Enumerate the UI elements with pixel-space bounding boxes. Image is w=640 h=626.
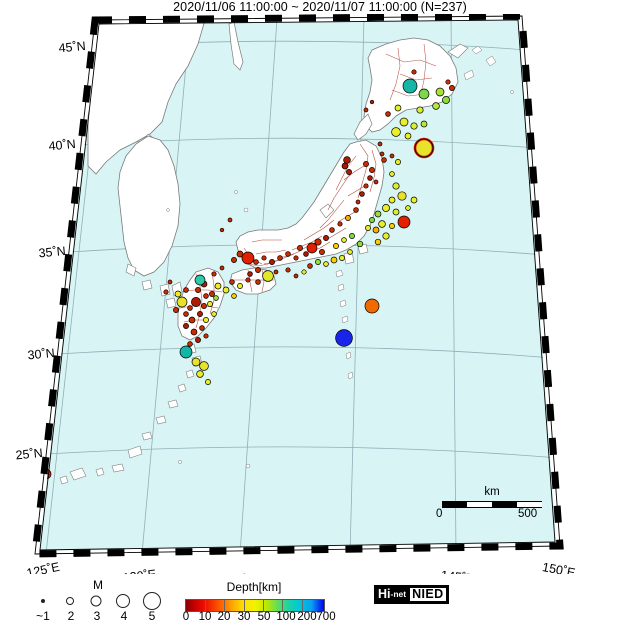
depth-label-20: 20 (217, 611, 231, 623)
depth-legend-title: Depth[km] (226, 580, 282, 594)
hinet-nied-logo: Hi -net NIED (374, 585, 449, 604)
hinet-main-text: Hi (378, 587, 391, 602)
magnitude-legend: M ~1 2 3 4 5 (18, 578, 178, 624)
magnitude-label-1: ~1 (36, 609, 50, 623)
magnitude-label-2: 2 (67, 609, 75, 623)
depth-label-50: 50 (257, 611, 271, 623)
seismicity-map[interactable]: 45˚N 40˚N 35˚N 30˚N 25˚N 125˚E 130˚E 135… (0, 14, 640, 574)
depth-label-200: 200 (297, 611, 317, 623)
epicenter-markers[interactable] (40, 69, 455, 480)
magnitude-symbol-1 (41, 599, 45, 603)
latitude-labels: 45˚N 40˚N 35˚N 30˚N 25˚N (15, 39, 86, 462)
page-title: 2020/11/06 11:00:00 ~ 2020/11/07 11:00:0… (173, 0, 467, 14)
depth-label-0: 0 (182, 611, 190, 623)
depth-label-700: 700 (316, 611, 336, 623)
depth-label-10: 10 (198, 611, 212, 623)
magnitude-legend-title: M (93, 578, 103, 592)
svg-text:140˚E: 140˚E (333, 573, 367, 574)
land-ryukyu-islands (59, 369, 195, 485)
magnitude-symbol-5 (143, 592, 161, 610)
magnitude-symbol-2 (66, 597, 74, 605)
svg-text:30˚N: 30˚N (27, 346, 55, 362)
magnitude-symbol-4 (116, 594, 130, 608)
magnitude-symbol-3 (90, 595, 102, 607)
depth-label-30: 30 (237, 611, 251, 623)
magnitude-label-4: 4 (120, 609, 128, 623)
svg-text:45˚N: 45˚N (58, 39, 86, 55)
nied-wordmark: NIED (409, 587, 447, 602)
svg-text:150˚E: 150˚E (541, 560, 576, 574)
magnitude-legend-symbols (18, 592, 178, 610)
scale-bar: km 0 500 (436, 486, 548, 520)
depth-label-100: 100 (276, 611, 296, 623)
depth-colorbar (185, 599, 325, 612)
scale-bar-unit: km (484, 486, 500, 498)
svg-text:40˚N: 40˚N (48, 137, 76, 153)
svg-text:145˚E: 145˚E (440, 568, 475, 574)
scale-bar-end: 500 (518, 508, 538, 520)
svg-text:135˚E: 135˚E (222, 572, 256, 574)
hinet-wordmark: Hi -net (375, 586, 409, 603)
svg-text:130˚E: 130˚E (122, 567, 157, 574)
land-sakhalin (228, 21, 244, 71)
map-frame (31, 14, 564, 558)
hinet-sub-text: -net (390, 589, 407, 600)
magnitude-label-5: 5 (148, 609, 156, 623)
depth-legend: Depth[km] 0 10 20 30 50 100 200 700 (178, 580, 336, 626)
magnitude-label-3: 3 (93, 609, 101, 623)
svg-text:25˚N: 25˚N (15, 446, 43, 462)
scale-bar-graphic (442, 501, 542, 508)
svg-text:125˚E: 125˚E (25, 560, 61, 574)
land-minor-islets (166, 90, 514, 469)
magnitude-legend-labels: ~1 2 3 4 5 (18, 609, 178, 624)
scale-bar-start: 0 (436, 508, 443, 520)
svg-text:35˚N: 35˚N (38, 244, 66, 260)
longitude-labels: 125˚E 130˚E 135˚E 140˚E 145˚E 150˚E (25, 560, 576, 574)
